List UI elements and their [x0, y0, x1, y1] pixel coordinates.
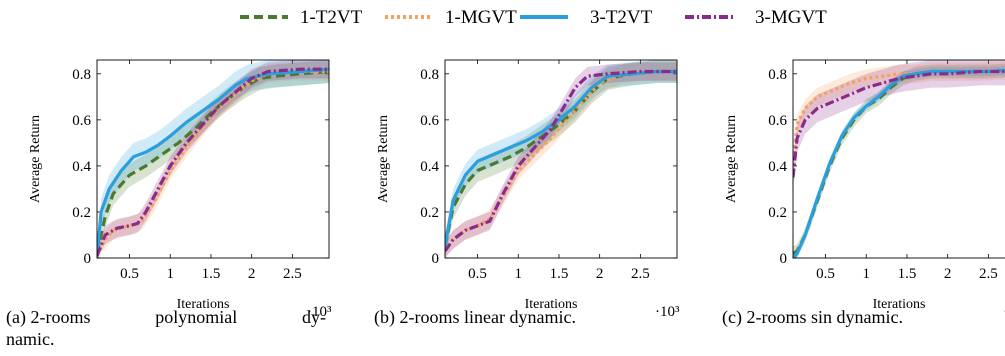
x-tick-label: 2.5	[631, 266, 650, 282]
band-3-MGVT	[445, 62, 677, 258]
chart-c: Average Return 0 0.2 0.4 0.6 0.8 0.5 1 1.5 2 2.5 It…	[724, 59, 1005, 320]
y-tick-label: 0	[432, 251, 440, 267]
x-axis-label: Iterations	[177, 297, 230, 312]
x-axis-multiplier: ·10³	[655, 304, 680, 320]
x-tick-label: 0.5	[120, 266, 139, 282]
legend-label-1-T2VT: 1-T2VT	[300, 7, 363, 28]
x-tick-label: 1.5	[202, 266, 221, 282]
band-1-T2VT	[445, 60, 677, 258]
caption-b: (b) 2-rooms linear dynamic.	[374, 307, 576, 327]
x-axis-multiplier: ·10³	[1003, 304, 1005, 320]
plot-frame	[792, 59, 1005, 259]
band-1-MGVT	[97, 62, 329, 258]
legend: 1-T2VT 1-MGVT 3-T2VT 3-MGVT	[240, 7, 827, 28]
band-1-MGVT	[445, 62, 677, 258]
y-tick-label: 0.6	[768, 113, 787, 129]
band-3-MGVT	[793, 60, 1005, 192]
y-tick-label: 0.2	[420, 205, 439, 221]
chart-b: Average Return 0 0.2 0.4 0.6 0.8 0.5 1 1.5 2 2.5 It…	[376, 59, 680, 320]
chart-panel-b: Average Return 0 0.2 0.4 0.6 0.8 0.5 1 1.5 2 2.5 It…	[348, 40, 680, 320]
y-tick-label: 0.8	[420, 67, 439, 83]
chart-panel-a: Average Return 0 0.2 0.4 0.6 0.8 0.5 1 1.5 2 2.5 It…	[0, 40, 332, 320]
x-tick-label: 2	[248, 266, 256, 282]
chart-panel-c: Average Return 0 0.2 0.4 0.6 0.8 0.5 1 1.5 2 2.5 It…	[696, 40, 1005, 320]
x-axis-label: Iterations	[525, 297, 578, 312]
x-tick-label: 1	[863, 266, 871, 282]
series-line-1-T2VT	[97, 69, 329, 254]
x-tick-label: 2.5	[979, 266, 998, 282]
plot-frame	[444, 59, 678, 259]
x-tick-label: 1	[167, 266, 175, 282]
caption-c: (c) 2-rooms sin dynamic.	[722, 307, 903, 327]
legend-label-3-MGVT: 3-MGVT	[755, 7, 827, 28]
band-3-T2VT	[445, 60, 677, 258]
caption-a-part1: (a) 2-rooms	[6, 307, 91, 327]
plot-frame	[96, 59, 330, 259]
y-axis-label: Average Return	[28, 115, 43, 203]
x-tick-label: 0.5	[816, 266, 835, 282]
band-1-T2VT	[97, 60, 329, 258]
x-tick-label: 2	[944, 266, 952, 282]
y-axis-label: Average Return	[724, 115, 739, 203]
x-tick-label: 1	[515, 266, 523, 282]
series-line-3-T2VT	[445, 69, 677, 247]
x-axis-label: Iterations	[873, 297, 926, 312]
legend-label-1-MGVT: 1-MGVT	[445, 7, 517, 28]
x-tick-label: 1.5	[550, 266, 569, 282]
y-tick-label: 0	[84, 251, 92, 267]
y-tick-label: 0.2	[72, 205, 91, 221]
series-line-1-MGVT	[793, 68, 1005, 167]
caption-a: (a) 2-rooms polynomial dy- namic.	[6, 306, 336, 350]
y-tick-label: 0.2	[768, 205, 787, 221]
y-tick-label: 0.4	[72, 159, 91, 175]
y-axis-label: Average Return	[376, 115, 391, 203]
y-tick-label: 0.4	[768, 159, 787, 175]
series-line-3-T2VT	[793, 68, 1005, 258]
caption-a-part2: polynomial	[155, 307, 238, 327]
legend-label-3-T2VT: 3-T2VT	[590, 7, 653, 28]
band-1-MGVT	[793, 61, 1005, 176]
series-line-3-MGVT	[793, 69, 1005, 178]
x-tick-label: 0.5	[468, 266, 487, 282]
y-tick-label: 0.8	[768, 67, 787, 83]
y-tick-label: 0.6	[72, 113, 91, 129]
band-3-T2VT	[97, 60, 329, 258]
y-tick-label: 0	[780, 251, 788, 267]
series-line-3-T2VT	[97, 67, 329, 258]
x-axis-multiplier: ·10³	[307, 304, 332, 320]
x-tick-label: 1.5	[898, 266, 917, 282]
x-tick-label: 2.5	[283, 266, 302, 282]
y-tick-label: 0.8	[72, 67, 91, 83]
y-tick-label: 0.6	[420, 113, 439, 129]
x-tick-label: 2	[596, 266, 604, 282]
caption-a-part3: dy-	[301, 307, 326, 327]
series-line-3-MGVT	[97, 67, 329, 257]
caption-a-line2: namic.	[6, 329, 55, 349]
chart-a: Average Return 0 0.2 0.4 0.6 0.8 0.5 1 1.5 2 2.5 It…	[28, 59, 332, 320]
series-line-3-MGVT	[445, 69, 677, 253]
y-tick-label: 0.4	[420, 159, 439, 175]
